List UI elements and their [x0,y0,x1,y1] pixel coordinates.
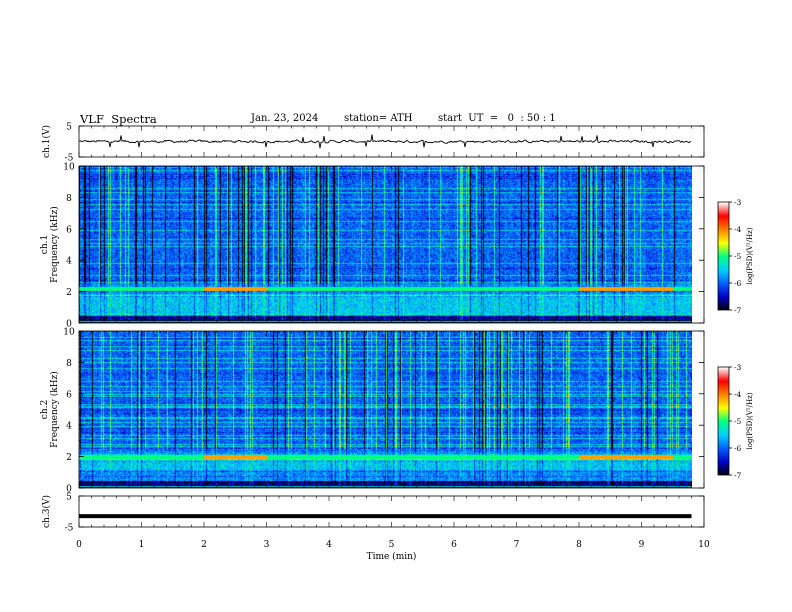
x-tick-label: 6 [451,540,457,550]
ch1-spectrogram-y-tick-label: 8 [66,194,72,204]
ch3-waveform-y-tick-label: 5 [66,493,72,503]
ch1-spectrogram-y-tick-label: 0 [66,320,72,330]
ch1-spectrogram-image [79,166,692,323]
ch2-spectrogram-y-tick-label: 10 [63,328,75,338]
ch2-spectrogram-y-tick-label: 4 [66,422,72,432]
ch1-spectrogram-colorbar-tick-label: -6 [734,279,742,288]
ch1-waveform-y-tick-label: -5 [65,154,74,164]
ch1-spectrogram-colorbar-tick-label: -4 [734,225,742,234]
start-ut-label: start UT = 0 : 50 : 1 [438,113,556,124]
ch2-spectrogram-colorbar-tick-label: -6 [734,444,742,453]
ch2-spectrogram-image [79,331,692,488]
x-tick-label: 10 [698,540,710,550]
ch2-spectrogram-y-label-line1: ch.2 [40,400,50,419]
x-tick-label: 7 [514,540,520,550]
ch3-waveform-trace [79,514,692,519]
ch1-spectrogram-y-tick-label: 6 [66,225,72,235]
x-axis-label: Time (min) [367,551,417,562]
figure-title: VLF Spectra [80,112,157,126]
ch1-spectrogram-colorbar-tick-label: -3 [734,198,742,207]
ch2-spectrogram-colorbar [718,367,729,475]
ch1-spectrogram-y-label-line1: ch.1 [40,235,50,254]
ch1-spectrogram-y-tick-label: 2 [66,288,72,298]
ch2-spectrogram-colorbar-tick-label: -5 [734,417,742,426]
x-tick-label: 0 [76,540,82,550]
ch2-spectrogram-colorbar-tick-label: -7 [734,471,742,480]
ch1-spectrogram-y-label-line2: Frequency (kHz) [49,206,60,283]
frame-layer [78,125,732,528]
station-label: station= ATH [344,113,413,124]
x-tick-label: 1 [139,540,145,550]
ch3-waveform-y-label: ch.3(V) [41,495,52,528]
x-tick-label: 4 [326,540,332,550]
ch1-waveform-y-label: ch.1(V) [41,125,52,158]
x-tick-label: 9 [639,540,645,550]
date-label: Jan. 23, 2024 [251,113,319,124]
ch2-spectrogram-colorbar-tick-label: -3 [734,363,742,372]
ch1-spectrogram-colorbar-tick-label: -7 [734,306,742,315]
ch1-spectrogram-colorbar [718,202,729,310]
ch2-spectrogram-y-tick-label: 6 [66,390,72,400]
ch2-spectrogram-y-tick-label: 2 [66,453,72,463]
waveform-layer [78,134,692,519]
text-layer: 5 -5 ch.1(V) -3 -4 -5 -6 -7 log(PSD)(V²/Hz) 0 2 4 6 8… [40,123,754,563]
ch1-waveform-trace [78,134,692,149]
ch2-spectrogram-colorbar-tick-label: -4 [734,390,742,399]
ch1-waveform-y-tick-label: 5 [66,123,72,133]
ch1-spectrogram-y-tick-label: 10 [63,163,75,173]
ch2-spectrogram-y-tick-label: 0 [66,485,72,495]
x-tick-label: 8 [576,540,582,550]
ch2-spectrogram-y-tick-label: 8 [66,359,72,369]
x-tick-label: 5 [389,540,395,550]
x-tick-label: 3 [264,540,270,550]
ch1-spectrogram-y-tick-label: 4 [66,257,72,267]
ch1-spectrogram-colorbar-label: log(PSD)(V²/Hz) [746,227,754,284]
spectrogram-layer [79,166,729,488]
ch3-waveform-y-tick-label: -5 [65,524,74,534]
ch1-spectrogram-colorbar-tick-label: -5 [734,252,742,261]
ch2-spectrogram-y-label-line2: Frequency (kHz) [49,371,60,448]
ch2-spectrogram-colorbar-label: log(PSD)(V²/Hz) [746,392,754,449]
x-tick-label: 2 [201,540,207,550]
